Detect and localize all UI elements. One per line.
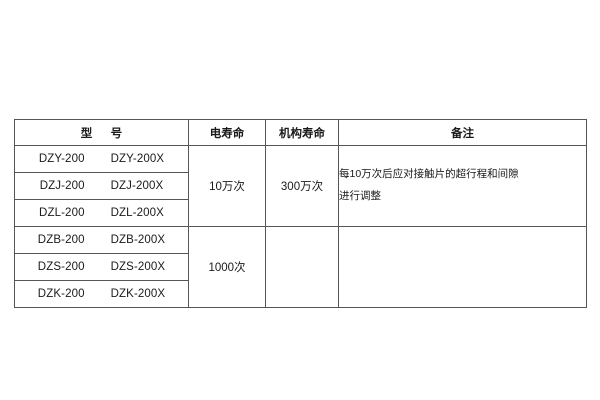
model-base: DZK-200 xyxy=(37,288,85,300)
remark-line-1: 每10万次后应对接触片的超行程和间隙 xyxy=(339,168,519,181)
column-header-model: 型 号 xyxy=(14,119,189,146)
remark-cell-group-1: 每10万次后应对接触片的超行程和间隙 进行调整 xyxy=(338,145,587,227)
model-variant: DZJ-200X xyxy=(110,180,164,192)
column-header-mechanical-life: 机构寿命 xyxy=(265,119,339,146)
table-row: DZY-200 DZY-200X 10万次 300万次 每10万次后应对接触片的超… xyxy=(14,145,587,227)
model-base: DZB-200 xyxy=(37,234,85,246)
table-row: DZB-200 DZB-200X 1000次 xyxy=(14,226,587,308)
column-header-model-label: 型 号 xyxy=(80,127,126,140)
mechanical-life-value-group-1: 300万次 xyxy=(265,145,339,227)
table-row: DZL-200 DZL-200X xyxy=(14,199,587,227)
model-base: DZL-200 xyxy=(39,207,85,219)
model-cell: DZY-200 DZY-200X xyxy=(14,145,189,173)
model-variant: DZB-200X xyxy=(110,234,166,246)
mechanical-life-value-group-2 xyxy=(265,226,339,308)
model-cell: DZB-200 DZB-200X xyxy=(14,226,189,254)
remark-cell-group-2 xyxy=(338,226,587,308)
model-cell: DZS-200 DZS-200X xyxy=(14,253,189,281)
electrical-life-value-group-2: 1000次 xyxy=(188,226,266,308)
model-variant: DZK-200X xyxy=(110,288,166,300)
model-base: DZJ-200 xyxy=(39,180,85,192)
specification-table: 型 号 电寿命 机构寿命 备注 DZY-200 DZY-200X 10万次 300… xyxy=(14,119,587,308)
table-row: DZS-200 DZS-200X xyxy=(14,253,587,281)
column-header-remark: 备注 xyxy=(338,119,587,146)
model-variant: DZY-200X xyxy=(110,153,165,165)
model-cell: DZL-200 DZL-200X xyxy=(14,199,189,227)
remark-line-2: 进行调整 xyxy=(339,190,381,202)
model-base: DZY-200 xyxy=(38,153,85,165)
table-row: DZJ-200 DZJ-200X xyxy=(14,172,587,200)
model-variant: DZS-200X xyxy=(110,261,166,273)
table-row: DZK-200 DZK-200X xyxy=(14,280,587,308)
electrical-life-value-group-1: 10万次 xyxy=(188,145,266,227)
specification-table-container: 型 号 电寿命 机构寿命 备注 DZY-200 DZY-200X 10万次 300… xyxy=(14,119,587,308)
table-header-row: 型 号 电寿命 机构寿命 备注 xyxy=(14,119,587,146)
model-variant: DZL-200X xyxy=(110,207,164,219)
model-base: DZS-200 xyxy=(37,261,85,273)
model-cell: DZK-200 DZK-200X xyxy=(14,280,189,308)
column-header-electrical-life: 电寿命 xyxy=(188,119,266,146)
model-cell: DZJ-200 DZJ-200X xyxy=(14,172,189,200)
